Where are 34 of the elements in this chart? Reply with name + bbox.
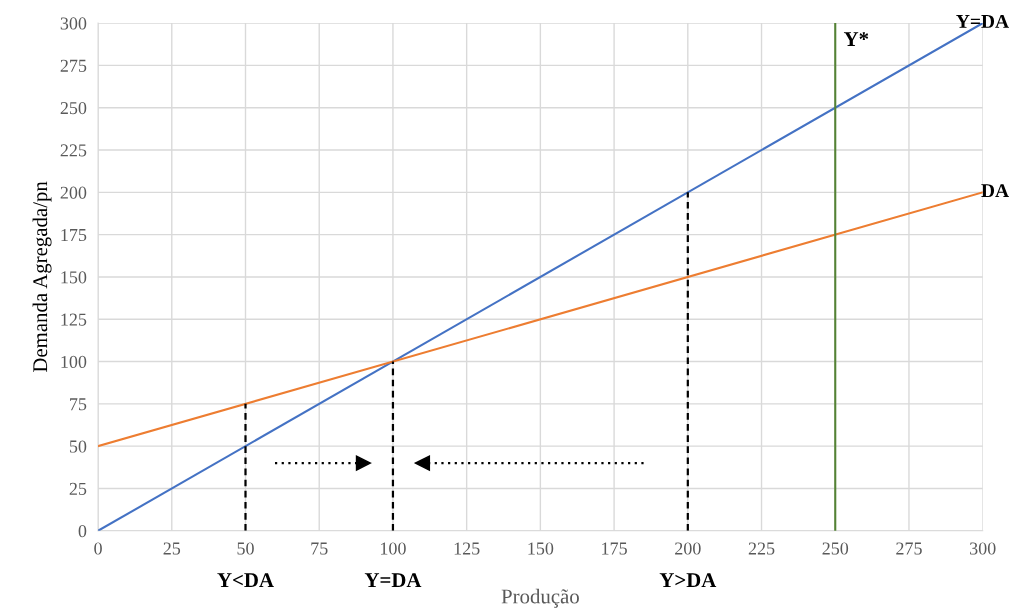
y-tick-label: 175 [61,228,87,242]
y-tick-label: 150 [61,271,87,284]
x-tick-label: 50 [237,542,254,555]
x-tick-label: 75 [311,542,328,555]
y-tick-label: 250 [60,101,87,115]
x-tick-label: 100 [380,542,406,555]
ref-line-label: Y* [843,32,869,46]
y-tick-label: 125 [61,313,87,326]
x-tick-label: 25 [163,542,181,555]
x-tick-label: 0 [94,542,102,555]
y-tick-label: 25 [69,482,87,495]
y-tick-label: 100 [61,355,87,368]
series-label: Y=DA [956,14,1009,28]
x-tick-label: 250 [822,542,849,555]
y-tick-label: 50 [69,440,87,453]
x-tick-label: 300 [970,542,996,555]
x-tick-label: 225 [748,542,775,555]
y-tick-label: 75 [70,398,87,411]
y-tick-label: 200 [60,186,87,199]
x-tick-label: 200 [675,542,701,555]
x-tick-label: 275 [896,542,922,555]
y-tick-label: 225 [60,144,87,157]
y-tick-label: 0 [78,525,87,538]
y-tick-label: 275 [60,59,87,72]
annotation: Y=DA [364,573,422,587]
y-tick-label: 300 [60,17,87,30]
series-label: DA [981,184,1009,198]
annotation: Y<DA [217,573,274,587]
x-tick-label: 175 [602,542,627,555]
x-tick-label: 150 [528,542,554,555]
x-tick-label: 125 [454,542,480,555]
y-axis-title: Demanda Agregada/pn [32,181,52,373]
annotation: Y>DA [659,573,717,587]
x-axis-title: Produção [501,588,579,608]
